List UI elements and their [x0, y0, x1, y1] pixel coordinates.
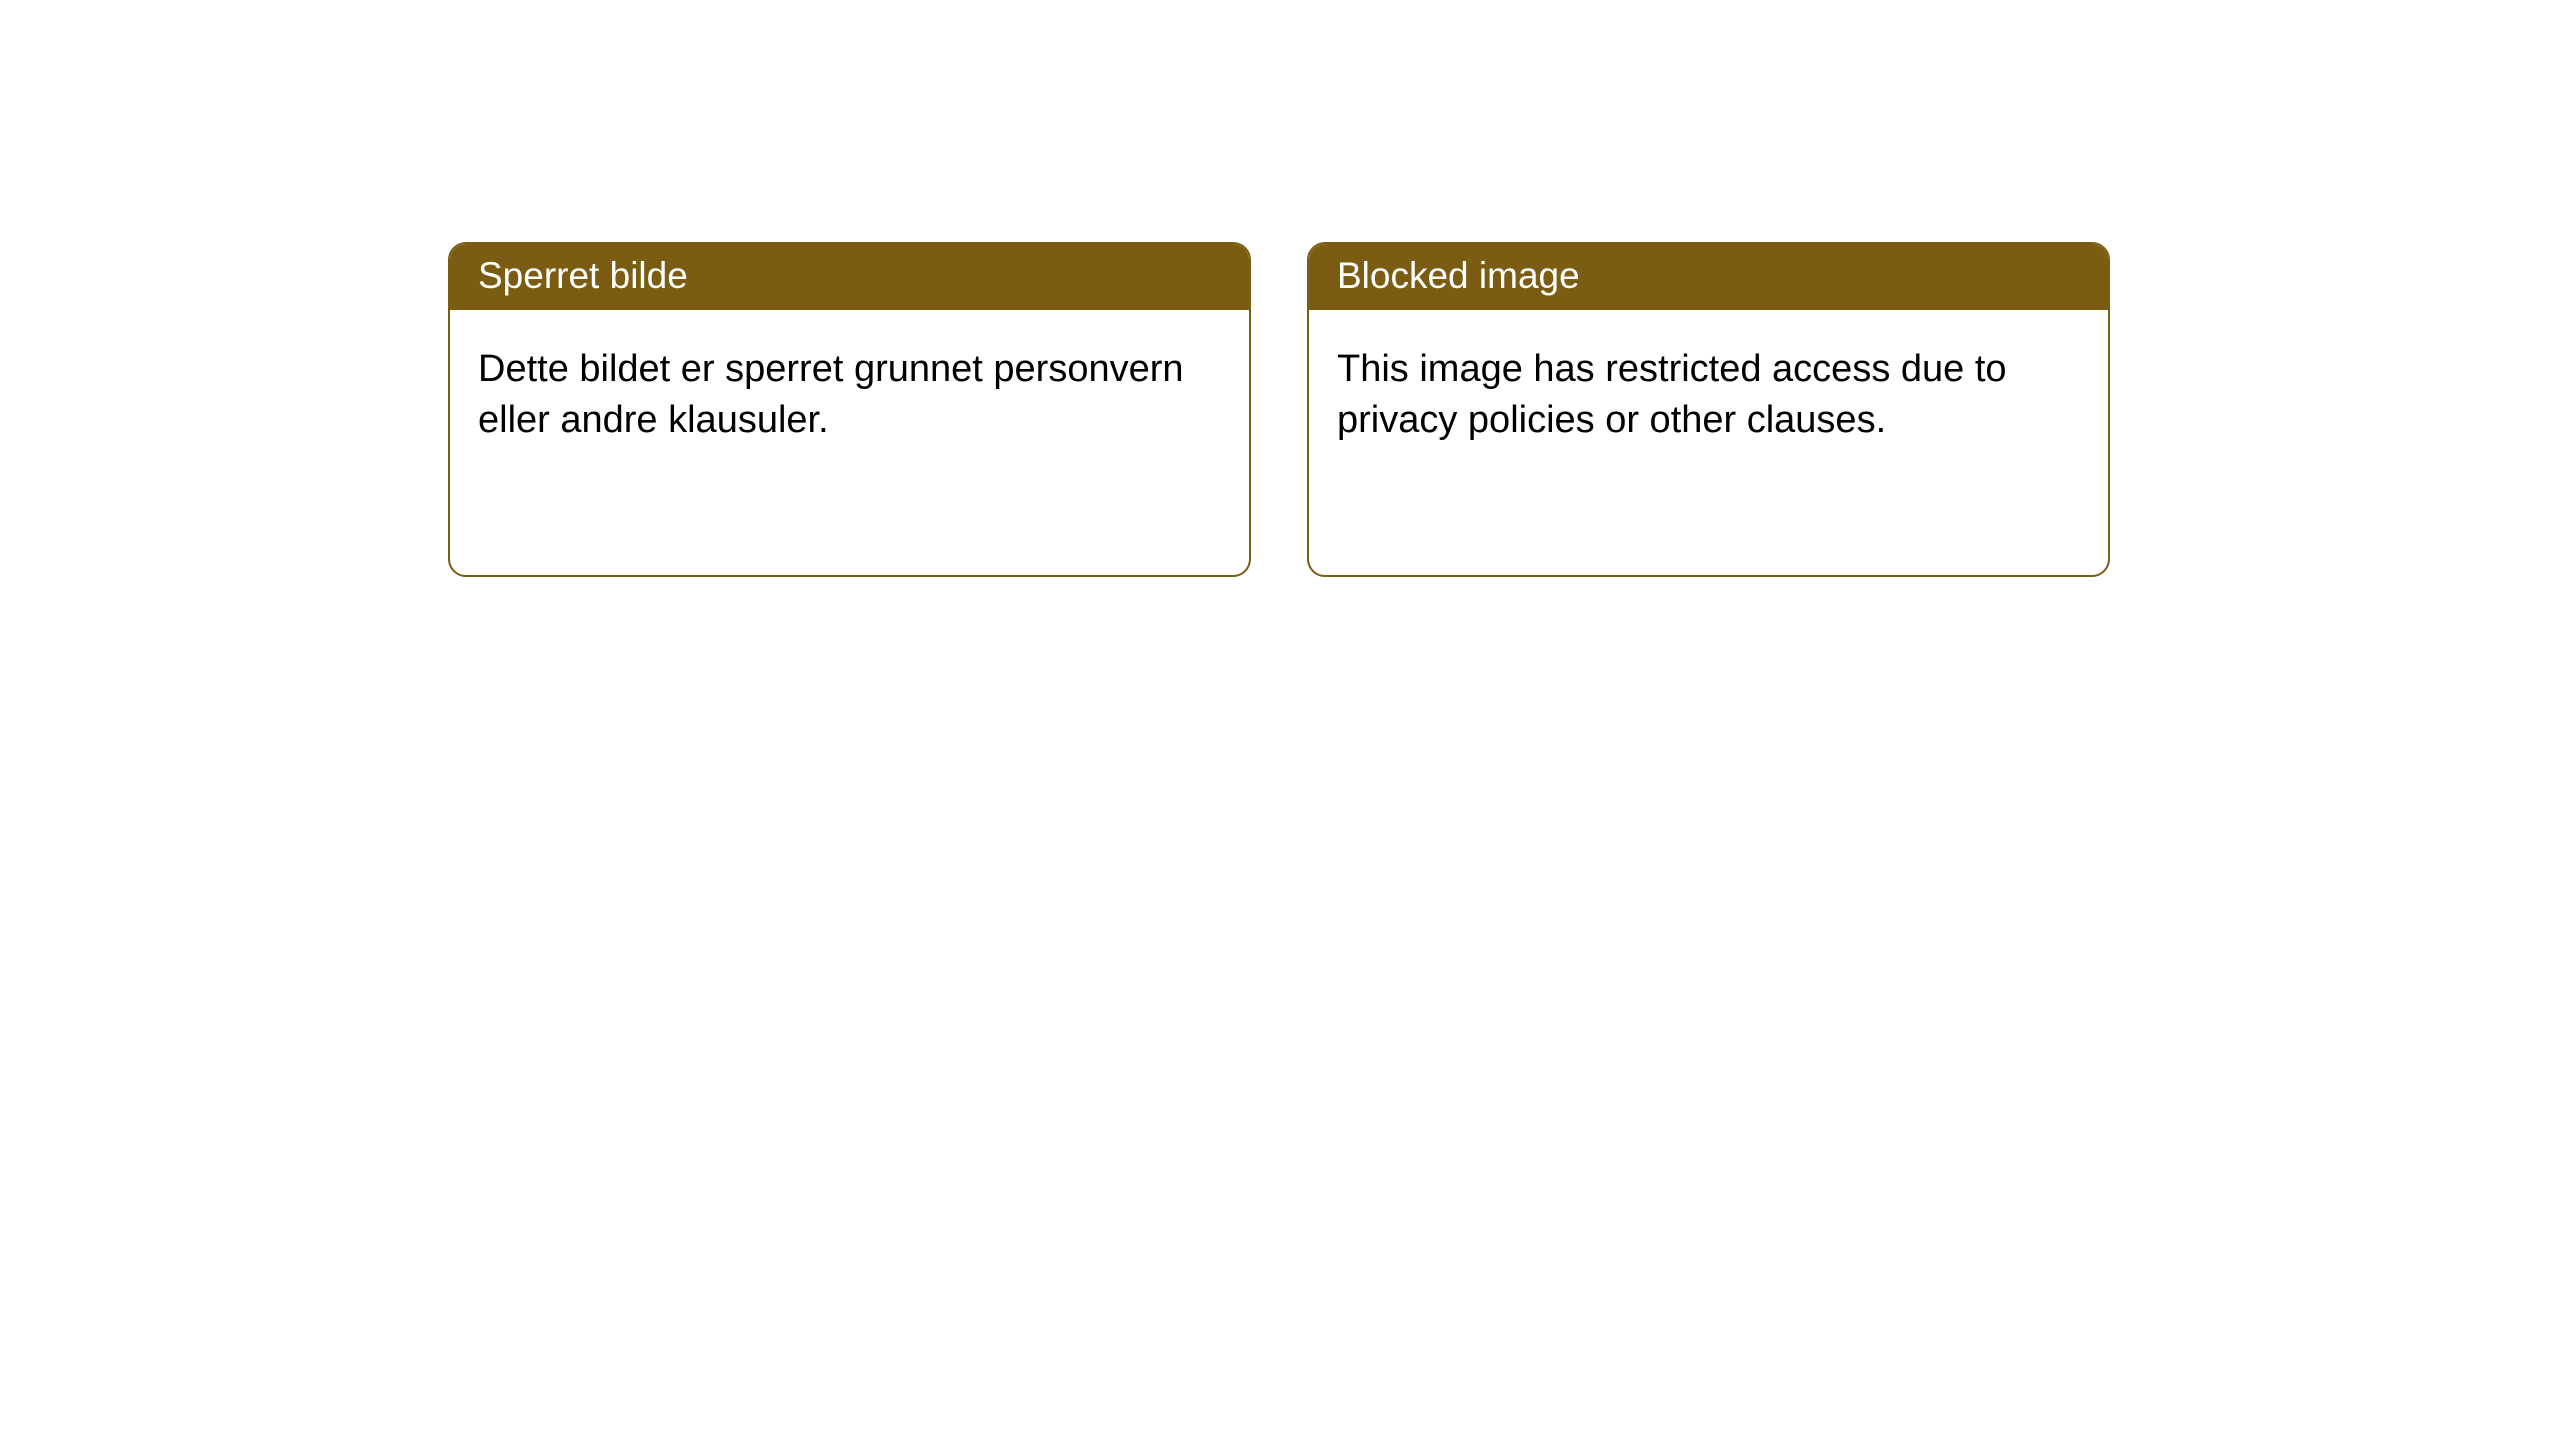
notice-card-english: Blocked image This image has restricted … [1307, 242, 2110, 577]
notice-header: Blocked image [1309, 244, 2108, 310]
notice-header: Sperret bilde [450, 244, 1249, 310]
notice-body: This image has restricted access due to … [1309, 310, 2108, 475]
notice-title: Sperret bilde [478, 255, 688, 296]
notice-text: Dette bildet er sperret grunnet personve… [478, 348, 1184, 441]
notice-body: Dette bildet er sperret grunnet personve… [450, 310, 1249, 475]
notice-card-norwegian: Sperret bilde Dette bildet er sperret gr… [448, 242, 1251, 577]
notice-container: Sperret bilde Dette bildet er sperret gr… [0, 0, 2560, 577]
notice-text: This image has restricted access due to … [1337, 348, 2007, 441]
notice-title: Blocked image [1337, 255, 1580, 296]
